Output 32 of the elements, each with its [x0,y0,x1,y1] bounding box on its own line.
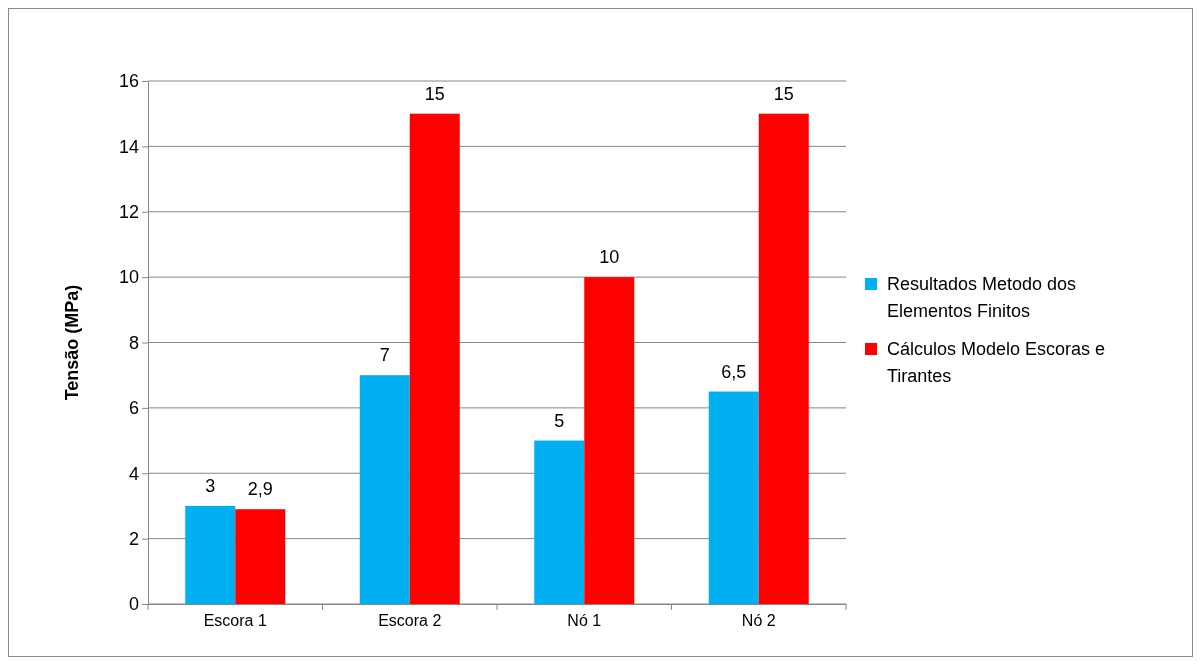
y-tick-label: 10 [118,267,139,288]
y-tick-label: 16 [118,71,139,92]
legend-label: Cálculos Modelo Escoras e Tirantes [887,339,1106,386]
bar [359,375,410,604]
y-tick-label: 2 [128,528,139,549]
x-tick-label: Escora 2 [378,612,442,630]
bar [235,509,286,604]
y-tick-label: 14 [118,136,139,157]
x-tick-label: Nó 2 [741,612,776,630]
y-tick-label: 0 [128,594,139,615]
y-tick-label: 12 [118,202,139,223]
data-label: 2,9 [247,479,273,500]
bar [584,277,635,604]
data-label: 7 [379,345,390,366]
bar [534,440,585,604]
data-label: 15 [773,83,794,104]
data-label: 15 [424,83,445,104]
data-label: 6,5 [721,361,747,382]
data-label: 5 [554,410,565,431]
data-label: 10 [599,247,620,268]
x-tick-label: Nó 1 [567,612,602,630]
x-tick-label: Escora 1 [203,612,267,630]
y-tick-label: 4 [128,463,139,484]
data-label: 3 [205,475,216,496]
y-tick-label: 6 [128,398,139,419]
bar [409,113,460,604]
y-tick-label: 8 [128,332,139,353]
bar [185,505,236,604]
bar [708,391,759,604]
y-axis-title: Tensão (MPa) [62,284,82,401]
bar [758,113,809,604]
legend-label: Resultados Metodo dos Elementos Finitos [887,274,1077,321]
